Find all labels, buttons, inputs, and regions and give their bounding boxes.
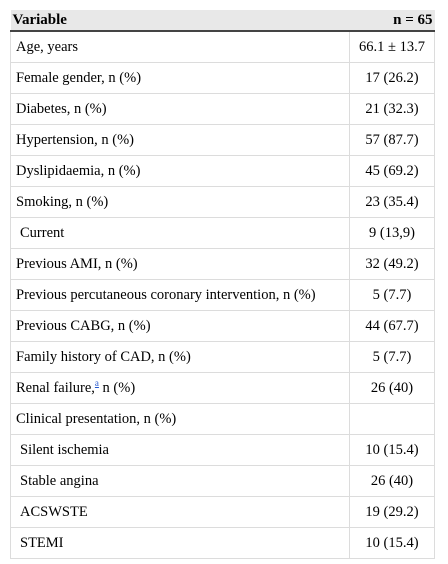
row-label-text: Previous AMI, n (%) [16, 255, 138, 272]
row-label: Previous percutaneous coronary intervent… [10, 279, 350, 311]
row-label-text: Dyslipidaemia, n (%) [16, 162, 141, 179]
table-row: STEMI 10 (15.4) [10, 527, 435, 559]
table-row: Previous AMI, n (%) 32 (49.2) [10, 248, 435, 280]
table-row: Smoking, n (%) 23 (35.4) [10, 186, 435, 218]
row-label-text: Previous CABG, n (%) [16, 317, 151, 334]
baseline-characteristics-table-container: Variable n = 65 Age, years 66.1 ± 13.7 Fem… [10, 10, 435, 559]
row-value: 17 (26.2) [349, 62, 435, 94]
table-row: Diabetes, n (%) 21 (32.3) [10, 93, 435, 125]
table-row: Stable angina 26 (40) [10, 465, 435, 497]
row-value: 57 (87.7) [349, 124, 435, 156]
table-row: Family history of CAD, n (%) 5 (7.7) [10, 341, 435, 373]
table-row: Renal failure,a n (%) 26 (40) [10, 372, 435, 404]
row-label: Clinical presentation, n (%) [10, 403, 350, 435]
table-header-row: Variable n = 65 [10, 10, 435, 32]
table-row: Silent ischemia 10 (15.4) [10, 434, 435, 466]
row-label-text: ACSWSTE [20, 503, 88, 520]
table-row: Clinical presentation, n (%) [10, 403, 435, 435]
row-value: 44 (67.7) [349, 310, 435, 342]
row-label-text: Clinical presentation, n (%) [16, 410, 177, 427]
row-label-text: STEMI [20, 534, 64, 551]
row-value: 23 (35.4) [349, 186, 435, 218]
baseline-characteristics-table: Variable n = 65 Age, years 66.1 ± 13.7 Fem… [10, 10, 435, 559]
row-label-text: Hypertension, n (%) [16, 131, 134, 148]
row-label-text: Diabetes, n (%) [16, 100, 107, 117]
header-variable: Variable [10, 10, 350, 32]
row-label: Silent ischemia [10, 434, 350, 466]
row-label: Diabetes, n (%) [10, 93, 350, 125]
row-label: Previous AMI, n (%) [10, 248, 350, 280]
row-label-text: Renal failure, [16, 379, 95, 396]
row-value: 21 (32.3) [349, 93, 435, 125]
row-label: STEMI [10, 527, 350, 559]
row-label-text: Current [20, 224, 65, 241]
table-row: Hypertension, n (%) 57 (87.7) [10, 124, 435, 156]
row-label-text: Female gender, n (%) [16, 69, 142, 86]
row-value: 5 (7.7) [349, 341, 435, 373]
table-row: Dyslipidaemia, n (%) 45 (69.2) [10, 155, 435, 187]
row-value: 26 (40) [349, 372, 435, 404]
table-row: Previous CABG, n (%) 44 (67.7) [10, 310, 435, 342]
row-label: Hypertension, n (%) [10, 124, 350, 156]
row-label: Previous CABG, n (%) [10, 310, 350, 342]
row-value: 32 (49.2) [349, 248, 435, 280]
row-label: Age, years [10, 30, 350, 63]
row-label: Renal failure,a n (%) [10, 372, 350, 404]
row-value [349, 403, 435, 435]
row-label: ACSWSTE [10, 496, 350, 528]
row-value: 10 (15.4) [349, 434, 435, 466]
row-value: 5 (7.7) [349, 279, 435, 311]
row-value: 10 (15.4) [349, 527, 435, 559]
row-label-text: Silent ischemia [20, 441, 109, 458]
row-label: Female gender, n (%) [10, 62, 350, 94]
row-value: 19 (29.2) [349, 496, 435, 528]
row-label-suffix: n (%) [98, 379, 136, 396]
row-label: Family history of CAD, n (%) [10, 341, 350, 373]
row-label: Dyslipidaemia, n (%) [10, 155, 350, 187]
table-body: Age, years 66.1 ± 13.7 Female gender, n (%… [10, 30, 435, 559]
row-label-text: Family history of CAD, n (%) [16, 348, 191, 365]
row-label: Current [10, 217, 350, 249]
row-label: Smoking, n (%) [10, 186, 350, 218]
header-n: n = 65 [349, 10, 435, 32]
table-row: Age, years 66.1 ± 13.7 [10, 30, 435, 63]
footnote-link[interactable]: a [94, 377, 99, 388]
row-label-text: Stable angina [20, 472, 99, 489]
row-label-text: Smoking, n (%) [16, 193, 109, 210]
row-label-text: Age, years [16, 38, 79, 55]
table-row: Female gender, n (%) 17 (26.2) [10, 62, 435, 94]
row-value: 9 (13,9) [349, 217, 435, 249]
table-row: Current 9 (13,9) [10, 217, 435, 249]
table-row: ACSWSTE 19 (29.2) [10, 496, 435, 528]
row-label-text: Previous percutaneous coronary intervent… [16, 286, 316, 303]
row-label: Stable angina [10, 465, 350, 497]
row-value: 45 (69.2) [349, 155, 435, 187]
row-value: 26 (40) [349, 465, 435, 497]
table-row: Previous percutaneous coronary intervent… [10, 279, 435, 311]
row-value: 66.1 ± 13.7 [349, 30, 435, 63]
